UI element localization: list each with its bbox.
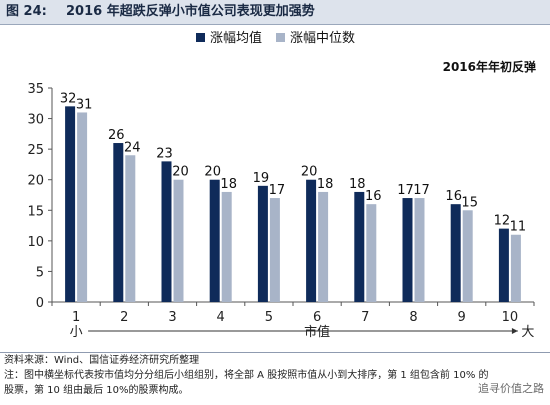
bar-mean xyxy=(257,185,268,302)
legend-label: 涨幅中位数 xyxy=(290,31,355,46)
bar-median xyxy=(462,210,473,302)
bar-mean xyxy=(354,191,365,302)
x-tick-label: 1 xyxy=(72,310,80,325)
data-label: 18 xyxy=(220,177,237,192)
figure-title-bar: 图 24: 2016 年超跌反弹小市值公司表现更加强势 xyxy=(0,0,550,25)
y-tick-label: 0 xyxy=(36,296,44,311)
x-tick-label: 6 xyxy=(313,310,321,325)
x-tick-label: 10 xyxy=(502,310,519,325)
y-tick-label: 10 xyxy=(27,235,44,250)
y-tick-label: 35 xyxy=(27,82,44,97)
data-label: 20 xyxy=(204,165,221,180)
x-tick-label: 3 xyxy=(168,310,176,325)
bar-median xyxy=(318,191,329,302)
x-axis-left-label: 小 xyxy=(70,325,83,340)
x-axis-title: 市值 xyxy=(304,324,330,340)
bar-median xyxy=(77,112,88,302)
bar-mean xyxy=(209,179,220,302)
footnote-line-2: 股票，第 10 组由最后 10%的股票构成。 xyxy=(4,385,189,396)
legend-swatch xyxy=(196,33,205,42)
figure-title: 2016 年超跌反弹小市值公司表现更加强势 xyxy=(66,4,315,19)
bar-median xyxy=(221,191,232,302)
bar-mean xyxy=(450,204,461,302)
data-label: 15 xyxy=(461,195,478,210)
data-label: 16 xyxy=(365,189,382,204)
data-label: 17 xyxy=(397,183,414,198)
y-tick-label: 5 xyxy=(36,265,44,280)
y-tick-label: 30 xyxy=(27,113,44,128)
footnote-line-1: 注：图中横坐标代表按市值均分分组后小组组别，将全部 A 股按照市值从小到大排序，… xyxy=(4,370,489,381)
x-tick-label: 4 xyxy=(217,310,225,325)
bar-median xyxy=(510,234,521,302)
data-label: 12 xyxy=(494,214,511,229)
figure-label: 图 24: xyxy=(6,4,47,19)
bar-median xyxy=(269,198,280,302)
bar-median xyxy=(366,204,377,302)
data-label: 19 xyxy=(253,171,270,186)
data-label: 17 xyxy=(269,183,286,198)
x-axis-right-label: 大 xyxy=(521,325,534,340)
bar-mean xyxy=(161,161,172,302)
bar-mean xyxy=(306,179,317,302)
chart-bars xyxy=(65,106,521,302)
y-tick-label: 25 xyxy=(27,143,44,158)
data-label: 20 xyxy=(172,165,189,180)
x-tick-label: 9 xyxy=(458,310,466,325)
data-label: 26 xyxy=(108,128,125,143)
data-label: 18 xyxy=(349,177,366,192)
x-tick-label: 7 xyxy=(361,310,369,325)
watermark: 追寻价值之路 xyxy=(478,380,544,396)
bar-median xyxy=(173,179,184,302)
data-label: 18 xyxy=(317,177,334,192)
chart-axes: 051015202530351 2 3 4 5 6 7 8 9 10小 市值大 xyxy=(27,82,535,340)
data-label: 23 xyxy=(156,146,173,161)
x-axis-arrow-head xyxy=(511,328,518,334)
data-label: 31 xyxy=(76,97,93,112)
data-label: 16 xyxy=(445,189,462,204)
figure-notes: 资料来源：Wind、国信证券经济研究所整理 注：图中横坐标代表按市值均分分组后小… xyxy=(0,352,550,405)
x-tick-label: 8 xyxy=(409,310,417,325)
y-tick-label: 20 xyxy=(27,174,44,189)
legend-swatch xyxy=(276,33,285,42)
data-label: 11 xyxy=(510,220,527,235)
bar-chart: 051015202530351 2 3 4 5 6 7 8 9 10小 市值大 32262320 19… xyxy=(27,30,536,340)
data-label: 24 xyxy=(124,140,141,155)
bar-median xyxy=(125,155,136,302)
bar-median xyxy=(414,198,425,302)
bar-mean xyxy=(65,106,76,302)
chart-legend: 涨幅均值 涨幅中位数 xyxy=(196,30,355,46)
source-note: 资料来源：Wind、国信证券经济研究所整理 xyxy=(4,355,200,366)
data-label: 32 xyxy=(60,91,77,106)
bar-mean xyxy=(113,143,124,302)
legend-label: 涨幅均值 xyxy=(210,30,262,46)
bar-mean xyxy=(402,198,413,302)
data-label: 20 xyxy=(301,165,318,180)
x-tick-label: 5 xyxy=(265,310,273,325)
x-tick-label: 2 xyxy=(120,310,128,325)
chart-annotation: 2016年年初反弹 xyxy=(443,59,536,74)
bar-mean xyxy=(498,228,509,302)
data-label: 17 xyxy=(413,183,430,198)
y-tick-label: 15 xyxy=(27,204,44,219)
